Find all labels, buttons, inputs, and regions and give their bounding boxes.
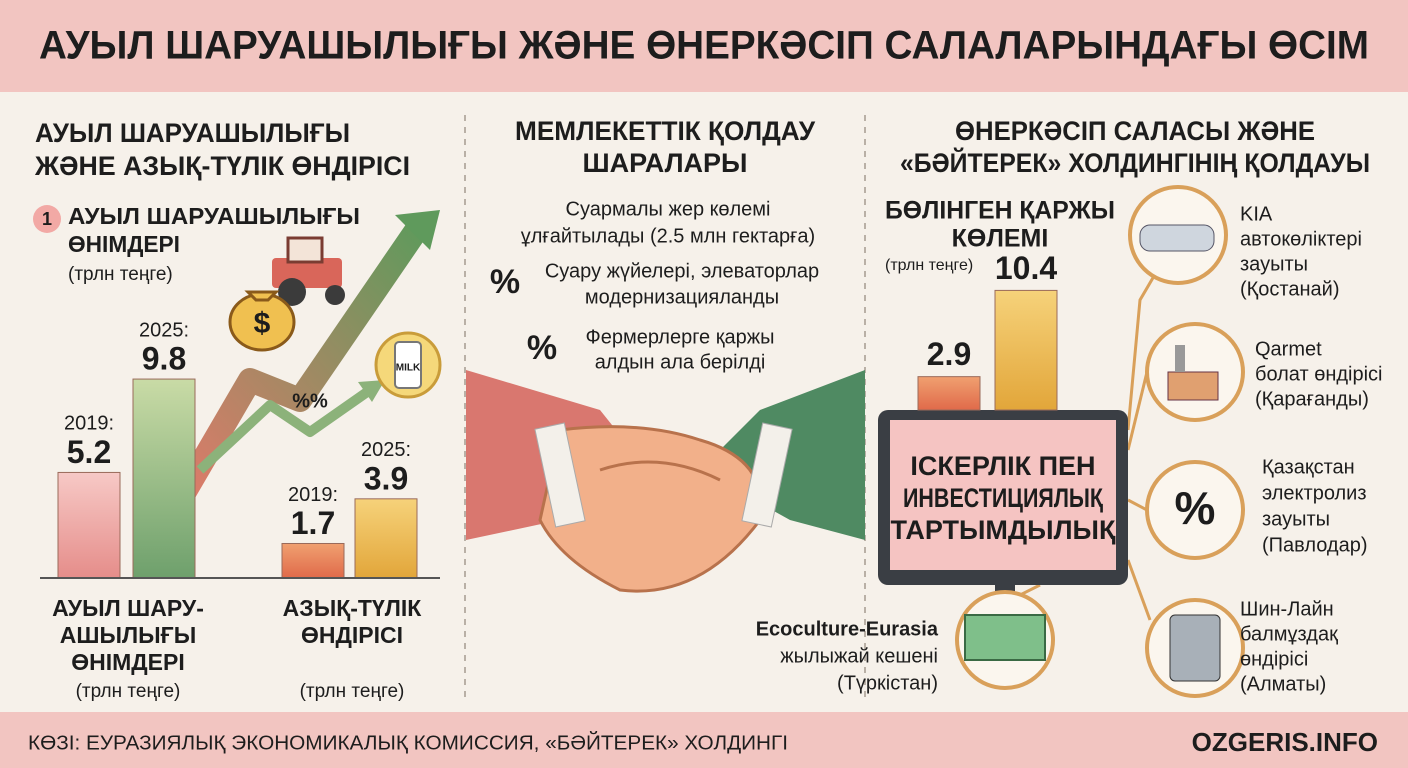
bar-year: 2025:	[139, 319, 189, 341]
project-text: электролиз	[1262, 482, 1367, 504]
project-text: Ecoculture-Eurasia	[756, 618, 939, 640]
brand: OZGERIS.INFO	[1192, 727, 1378, 757]
money-bag-icon	[228, 290, 296, 352]
tractor-icon	[272, 236, 345, 306]
funding-unit: (трлн теңге)	[885, 257, 973, 274]
bar-year: 2019:	[64, 413, 114, 435]
funding-title: БӨЛІНГЕН ҚАРЖЫ	[885, 197, 1115, 225]
bar	[354, 498, 418, 579]
section-title: ШАРАЛАРЫ	[583, 148, 748, 178]
bar	[917, 376, 981, 411]
growth-arrow	[169, 218, 430, 507]
page-title: АУЫЛ ШАРУАШЫЛЫҒЫ ЖӘНЕ ӨНЕРКӘСІП САЛАЛАРЫ…	[39, 24, 1369, 68]
arrow-head	[395, 210, 440, 250]
bar-value: 5.2	[67, 434, 111, 470]
project-text: болат өндірісі	[1255, 363, 1383, 385]
group-label: ӨНІМДЕРІ	[71, 649, 185, 675]
project-text: зауыты	[1240, 253, 1308, 275]
bar	[994, 289, 1058, 411]
item-text: алдын ала берілді	[595, 351, 766, 373]
group-unit: (трлн теңге)	[300, 681, 405, 702]
project-text: (Павлодар)	[1262, 534, 1367, 556]
subtitle: ӨНІМДЕРІ	[68, 231, 180, 257]
badge-number: 1	[42, 209, 52, 229]
milk-label: MILK	[396, 363, 421, 374]
group-label: АШЫЛЫҒЫ	[60, 622, 196, 648]
section-title: «БӘЙТЕРЕК» ХОЛДИНГІНІҢ ҚОЛДАУЫ	[900, 147, 1370, 178]
project-text: жылыжай кешені	[780, 645, 938, 667]
project-text: (Қарағанды)	[1255, 388, 1369, 410]
header-band	[0, 0, 1408, 92]
badge	[33, 205, 61, 233]
group-unit: (трлн теңге)	[76, 681, 181, 702]
footer-band	[0, 712, 1408, 768]
money-symbol: $	[254, 307, 271, 340]
bar-value: 10.4	[995, 250, 1057, 286]
project-text: Qarmet	[1255, 338, 1322, 360]
unit: (трлн теңге)	[68, 264, 173, 285]
project-text: (Түркістан)	[837, 672, 938, 694]
project-text: автокөліктері	[1240, 228, 1362, 250]
section-title: ЖӘНЕ АЗЫҚ-ТҮЛІК ӨНДІРІСІ	[34, 151, 410, 181]
monitor-text: ІСКЕРЛІК ПЕН	[910, 451, 1095, 481]
percent-symbol: %%	[292, 390, 328, 412]
source: КӨЗІ: ЕУРАЗИЯЛЫҚ ЭКОНОМИКАЛЫҚ КОМИССИЯ, …	[28, 730, 788, 754]
percent-icon: %	[1175, 482, 1216, 534]
group-label: АЗЫҚ-ТҮЛІК	[283, 595, 423, 621]
group-label: АУЫЛ ШАРУ-	[52, 595, 204, 621]
project-text: балмұздақ	[1240, 623, 1338, 645]
monitor-text: ИНВЕСТИЦИЯЛЫҚ	[903, 483, 1103, 513]
bar-year: 2019:	[288, 484, 338, 506]
monitor-screen	[890, 420, 1116, 570]
milk-icon	[374, 331, 442, 399]
project-text: зауыты	[1262, 508, 1330, 530]
section-title: АУЫЛ ШАРУАШЫЛЫҒЫ	[35, 118, 350, 148]
item-text: модернизацияланды	[585, 286, 779, 308]
monitor-text: ТАРТЫМДЫЛЫҚ	[891, 515, 1116, 545]
item-text: Суармалы жер көлемі	[566, 198, 771, 220]
project-text: (Алматы)	[1240, 673, 1326, 695]
project-text: Қазақстан	[1262, 456, 1355, 478]
percent-icon: %	[527, 329, 557, 367]
bar	[57, 471, 121, 579]
project-text: Шин-Лайн	[1240, 598, 1334, 620]
item-text: Суару жүйелері, элеваторлар	[545, 260, 819, 282]
project-text: KIA	[1240, 203, 1273, 225]
bar-value: 3.9	[364, 460, 408, 496]
bar-year: 2025:	[361, 439, 411, 461]
arrow-head	[358, 380, 385, 402]
funding-title: КӨЛЕМІ	[952, 225, 1049, 253]
growth-arrow-small	[196, 385, 373, 474]
project-text: өндірісі	[1240, 648, 1308, 670]
group-label: ӨНДІРІСІ	[301, 622, 403, 648]
bar-value: 2.9	[927, 336, 971, 372]
handshake-illustration	[466, 370, 865, 593]
bar-value: 9.8	[142, 341, 186, 377]
project-icons	[964, 224, 1221, 682]
item-text: Фермерлерге қаржы	[586, 326, 775, 348]
subtitle: АУЫЛ ШАРУАШЫЛЫҒЫ	[68, 203, 360, 229]
percent-icon: %	[490, 263, 520, 301]
item-text: ұлғайтылады (2.5 млн гектарға)	[521, 225, 815, 247]
project-text: (Қостанай)	[1240, 278, 1340, 300]
bar	[281, 542, 345, 579]
section-title: ӨНЕРКӘСІП САЛАСЫ ЖӘНЕ	[955, 116, 1315, 146]
bar	[132, 378, 196, 579]
bar-value: 1.7	[291, 505, 335, 541]
section-title: МЕМЛЕКЕТТІК ҚОЛДАУ	[515, 116, 816, 146]
